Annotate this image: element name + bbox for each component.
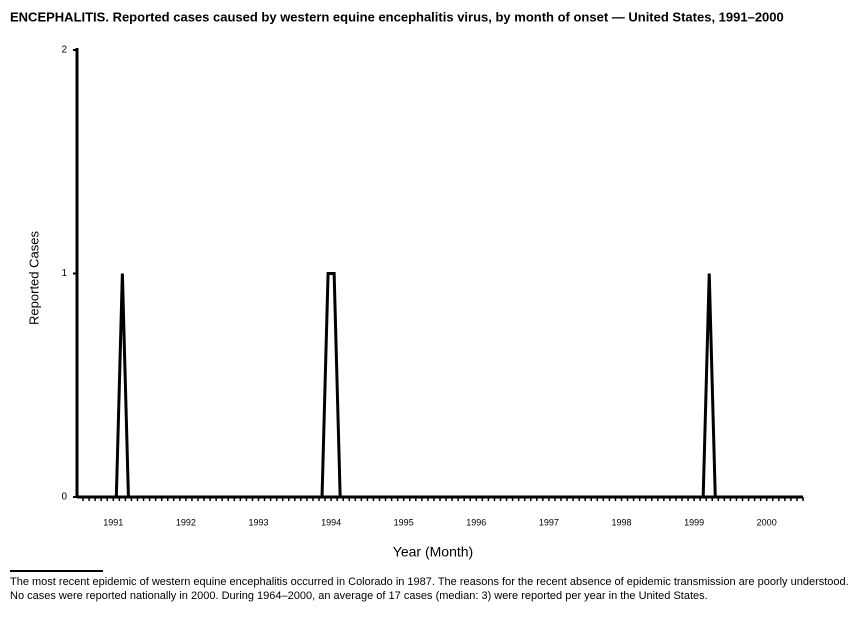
x-tick-label: 1993 xyxy=(248,517,268,527)
x-tick-label: 1997 xyxy=(539,517,559,527)
y-axis-label: Reported Cases xyxy=(26,231,41,325)
footnote: The most recent epidemic of western equi… xyxy=(10,576,849,602)
x-tick-label: 1994 xyxy=(321,517,341,527)
x-axis-label: Year (Month) xyxy=(393,544,473,560)
x-tick-label: 1996 xyxy=(466,517,486,527)
y-tick-label: 1 xyxy=(61,268,67,279)
y-tick-label: 0 xyxy=(61,492,67,503)
chart-title: ENCEPHALITIS. Reported cases caused by w… xyxy=(10,9,784,24)
x-tick-label: 1999 xyxy=(684,517,704,527)
x-tick-label: 1998 xyxy=(611,517,631,527)
data-line xyxy=(80,272,800,499)
y-tick-label: 2 xyxy=(61,45,67,56)
x-tick-label: 1992 xyxy=(176,517,196,527)
x-tick-label: 1991 xyxy=(103,517,123,527)
x-tick-label: 1995 xyxy=(394,517,414,527)
x-tick-label: 2000 xyxy=(757,517,777,527)
